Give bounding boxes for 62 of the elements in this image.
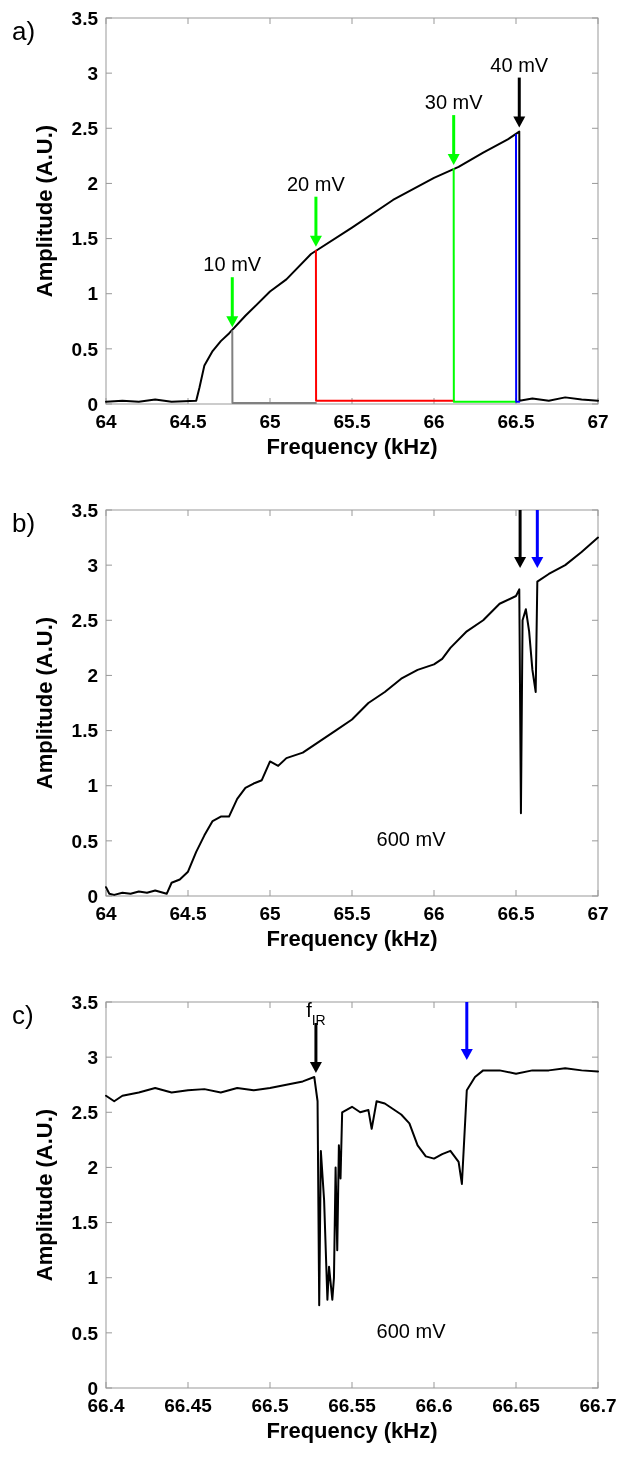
chart-title: b): [12, 508, 36, 538]
y-tick-label: 3.5: [71, 991, 99, 1013]
x-tick-label: 65: [259, 411, 281, 432]
line-series: [105, 130, 599, 403]
line-series: [105, 536, 599, 896]
y-tick-label: 3.5: [71, 499, 99, 521]
y-tick-label: 2: [87, 665, 98, 687]
x-tick-label: 64.5: [169, 411, 207, 432]
x-tick-label: 66.55: [328, 1395, 377, 1416]
x-tick-label: 64: [95, 411, 117, 432]
x-tick-label: 65: [259, 903, 281, 924]
y-tick-label: 0.5: [71, 338, 99, 360]
annotation: 30 mV: [424, 91, 484, 114]
y-tick-label: 2.5: [71, 609, 99, 631]
y-tick-label: 1: [87, 1267, 99, 1289]
y-tick-label: 1: [87, 283, 99, 305]
x-tick-label: 66.5: [497, 411, 535, 432]
x-tick-label: 66.45: [164, 1395, 213, 1416]
chart-title: c): [12, 1000, 34, 1030]
x-tick-label: 67: [587, 411, 609, 432]
y-tick-label: 1.5: [71, 1212, 99, 1234]
x-tick-label: 67: [587, 903, 609, 924]
annotation: 600 mV: [376, 828, 447, 850]
y-tick-label: 0.5: [71, 830, 99, 852]
y-tick-label: 3: [87, 1046, 98, 1068]
annotation: 20 mV: [287, 172, 346, 195]
y-tick-label: 1.5: [71, 720, 99, 742]
y-tick-label: 0: [87, 393, 98, 415]
y-tick-label: 2: [87, 173, 98, 195]
y-tick-label: 3: [87, 62, 98, 84]
x-tick-label: 65.5: [333, 411, 371, 432]
y-tick-label: 2.5: [71, 117, 99, 139]
x-tick-label: 66.7: [579, 1395, 617, 1416]
y-tick-label: 0.5: [71, 1322, 99, 1344]
x-tick-label: 64.5: [169, 903, 207, 924]
annotation: 40 mV: [490, 53, 549, 76]
y-tick-label: 1.5: [71, 228, 99, 250]
line-series: [105, 1067, 599, 1307]
y-tick-label: 3: [87, 554, 98, 576]
annotation: 600 mV: [376, 1320, 447, 1342]
x-tick-label: 66.65: [492, 1395, 541, 1416]
x-tick-label: 66: [423, 411, 445, 432]
annotation: 10 mV: [203, 253, 262, 276]
x-tick-label: 66.6: [415, 1395, 453, 1416]
y-tick-label: 2.5: [71, 1101, 99, 1123]
x-axis-title: Frequency (kHz): [266, 926, 438, 951]
y-tick-label: 2: [87, 1157, 98, 1179]
annotation: f$_{IR}$: [306, 998, 326, 1028]
x-tick-label: 66.5: [251, 1395, 289, 1416]
x-axis-title: Frequency (kHz): [266, 1418, 438, 1443]
y-axis-title: Amplitude (A.U.): [32, 1108, 57, 1282]
y-tick-label: 1: [87, 775, 99, 797]
x-tick-label: 64: [95, 903, 117, 924]
chart-title: a): [12, 16, 36, 46]
y-tick-label: 3.5: [71, 7, 99, 29]
x-axis-title: Frequency (kHz): [266, 434, 438, 459]
x-tick-label: 65.5: [333, 903, 371, 924]
x-tick-label: 66: [423, 903, 445, 924]
y-axis-title: Amplitude (A.U.): [32, 616, 57, 790]
x-tick-label: 66.5: [497, 903, 535, 924]
y-tick-label: 0: [87, 885, 98, 907]
y-axis-title: Amplitude (A.U.): [32, 124, 57, 298]
